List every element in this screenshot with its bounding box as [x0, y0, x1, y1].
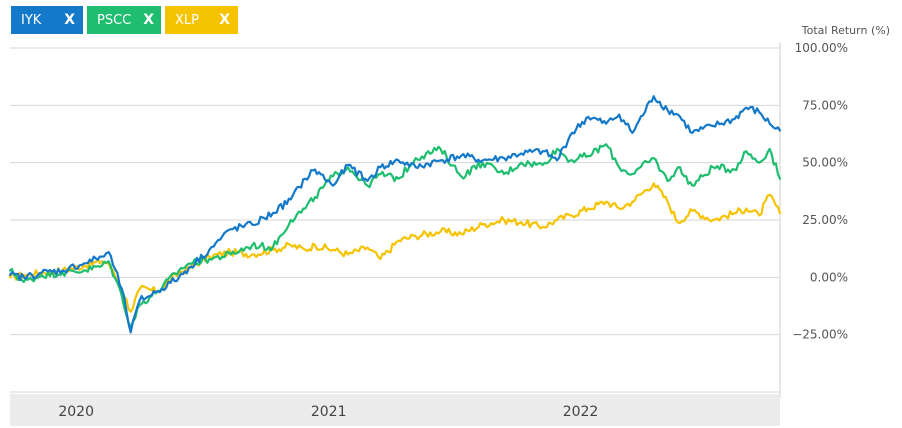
- remove-pscc-icon[interactable]: X: [143, 12, 155, 28]
- series-legend: IYK X PSCC X XLP X: [11, 6, 238, 34]
- y-axis-label: Total Return (%): [801, 24, 890, 37]
- legend-chip-pscc[interactable]: PSCC X: [87, 6, 161, 34]
- x-axis-band: [10, 394, 780, 426]
- y-tick-label: 0.00%: [810, 270, 848, 284]
- y-tick-label: 25.00%: [802, 213, 848, 227]
- x-tick-label: 2020: [58, 404, 94, 420]
- series-lines: [8, 95, 782, 334]
- y-axis-ticks: −25.00% 0.00% 25.00% 50.00% 75.00% 100.00%: [792, 41, 848, 342]
- legend-chip-label: PSCC: [97, 12, 132, 28]
- remove-iyk-icon[interactable]: X: [64, 12, 75, 28]
- legend-chip-label: IYK: [21, 12, 42, 28]
- legend-chip-label: XLP: [175, 12, 199, 28]
- series-line-xlp: [8, 182, 782, 313]
- y-tick-label: 75.00%: [802, 98, 848, 112]
- x-axis: 2020 2021 2022: [10, 394, 780, 426]
- series-line-pscc: [8, 143, 782, 329]
- legend-chip-iyk[interactable]: IYK X: [11, 6, 83, 34]
- x-tick-label: 2022: [563, 404, 599, 420]
- x-tick-label: 2021: [311, 404, 347, 420]
- series-line-iyk: [8, 95, 782, 334]
- legend-chip-xlp[interactable]: XLP X: [165, 6, 238, 34]
- y-tick-label: −25.00%: [792, 328, 848, 342]
- remove-xlp-icon[interactable]: X: [219, 12, 230, 28]
- y-tick-label: 100.00%: [795, 41, 848, 55]
- grid-lines: [10, 42, 781, 398]
- y-tick-label: 50.00%: [802, 156, 848, 170]
